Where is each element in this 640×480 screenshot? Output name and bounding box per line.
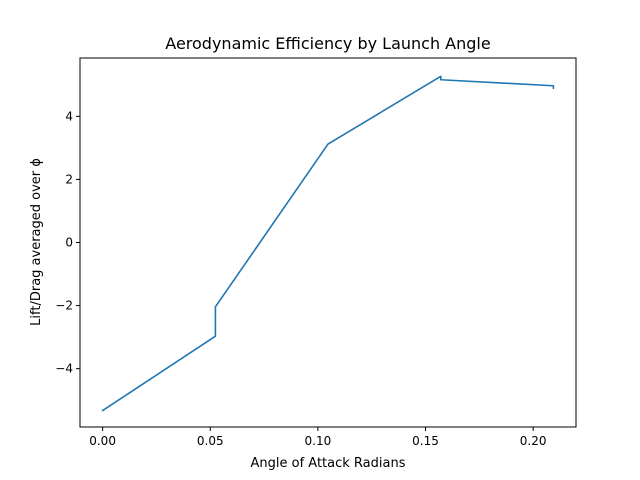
chart-title: Aerodynamic Efficiency by Launch Angle <box>165 34 490 53</box>
y-tick-label: 4 <box>65 109 73 123</box>
y-tick-label: −2 <box>55 299 73 313</box>
plot-frame <box>79 57 577 428</box>
x-tick-label: 0.10 <box>305 434 332 448</box>
x-tick-label: 0.15 <box>412 434 439 448</box>
y-tick-label: 2 <box>65 172 73 186</box>
y-axis-ticks: −4 −2 0 2 4 <box>55 109 80 376</box>
y-axis-label: Lift/Drag averaged over ϕ <box>29 158 44 326</box>
series-line <box>101 75 555 412</box>
y-tick-label: 0 <box>65 236 73 250</box>
x-axis-label: Angle of Attack Radians <box>251 456 406 471</box>
x-tick-label: 0.20 <box>520 434 547 448</box>
x-tick-label: 0.00 <box>89 434 116 448</box>
x-axis-ticks: 0.00 0.05 0.10 0.15 0.20 <box>89 427 547 448</box>
y-tick-label: −4 <box>55 362 73 376</box>
x-tick-label: 0.05 <box>197 434 224 448</box>
